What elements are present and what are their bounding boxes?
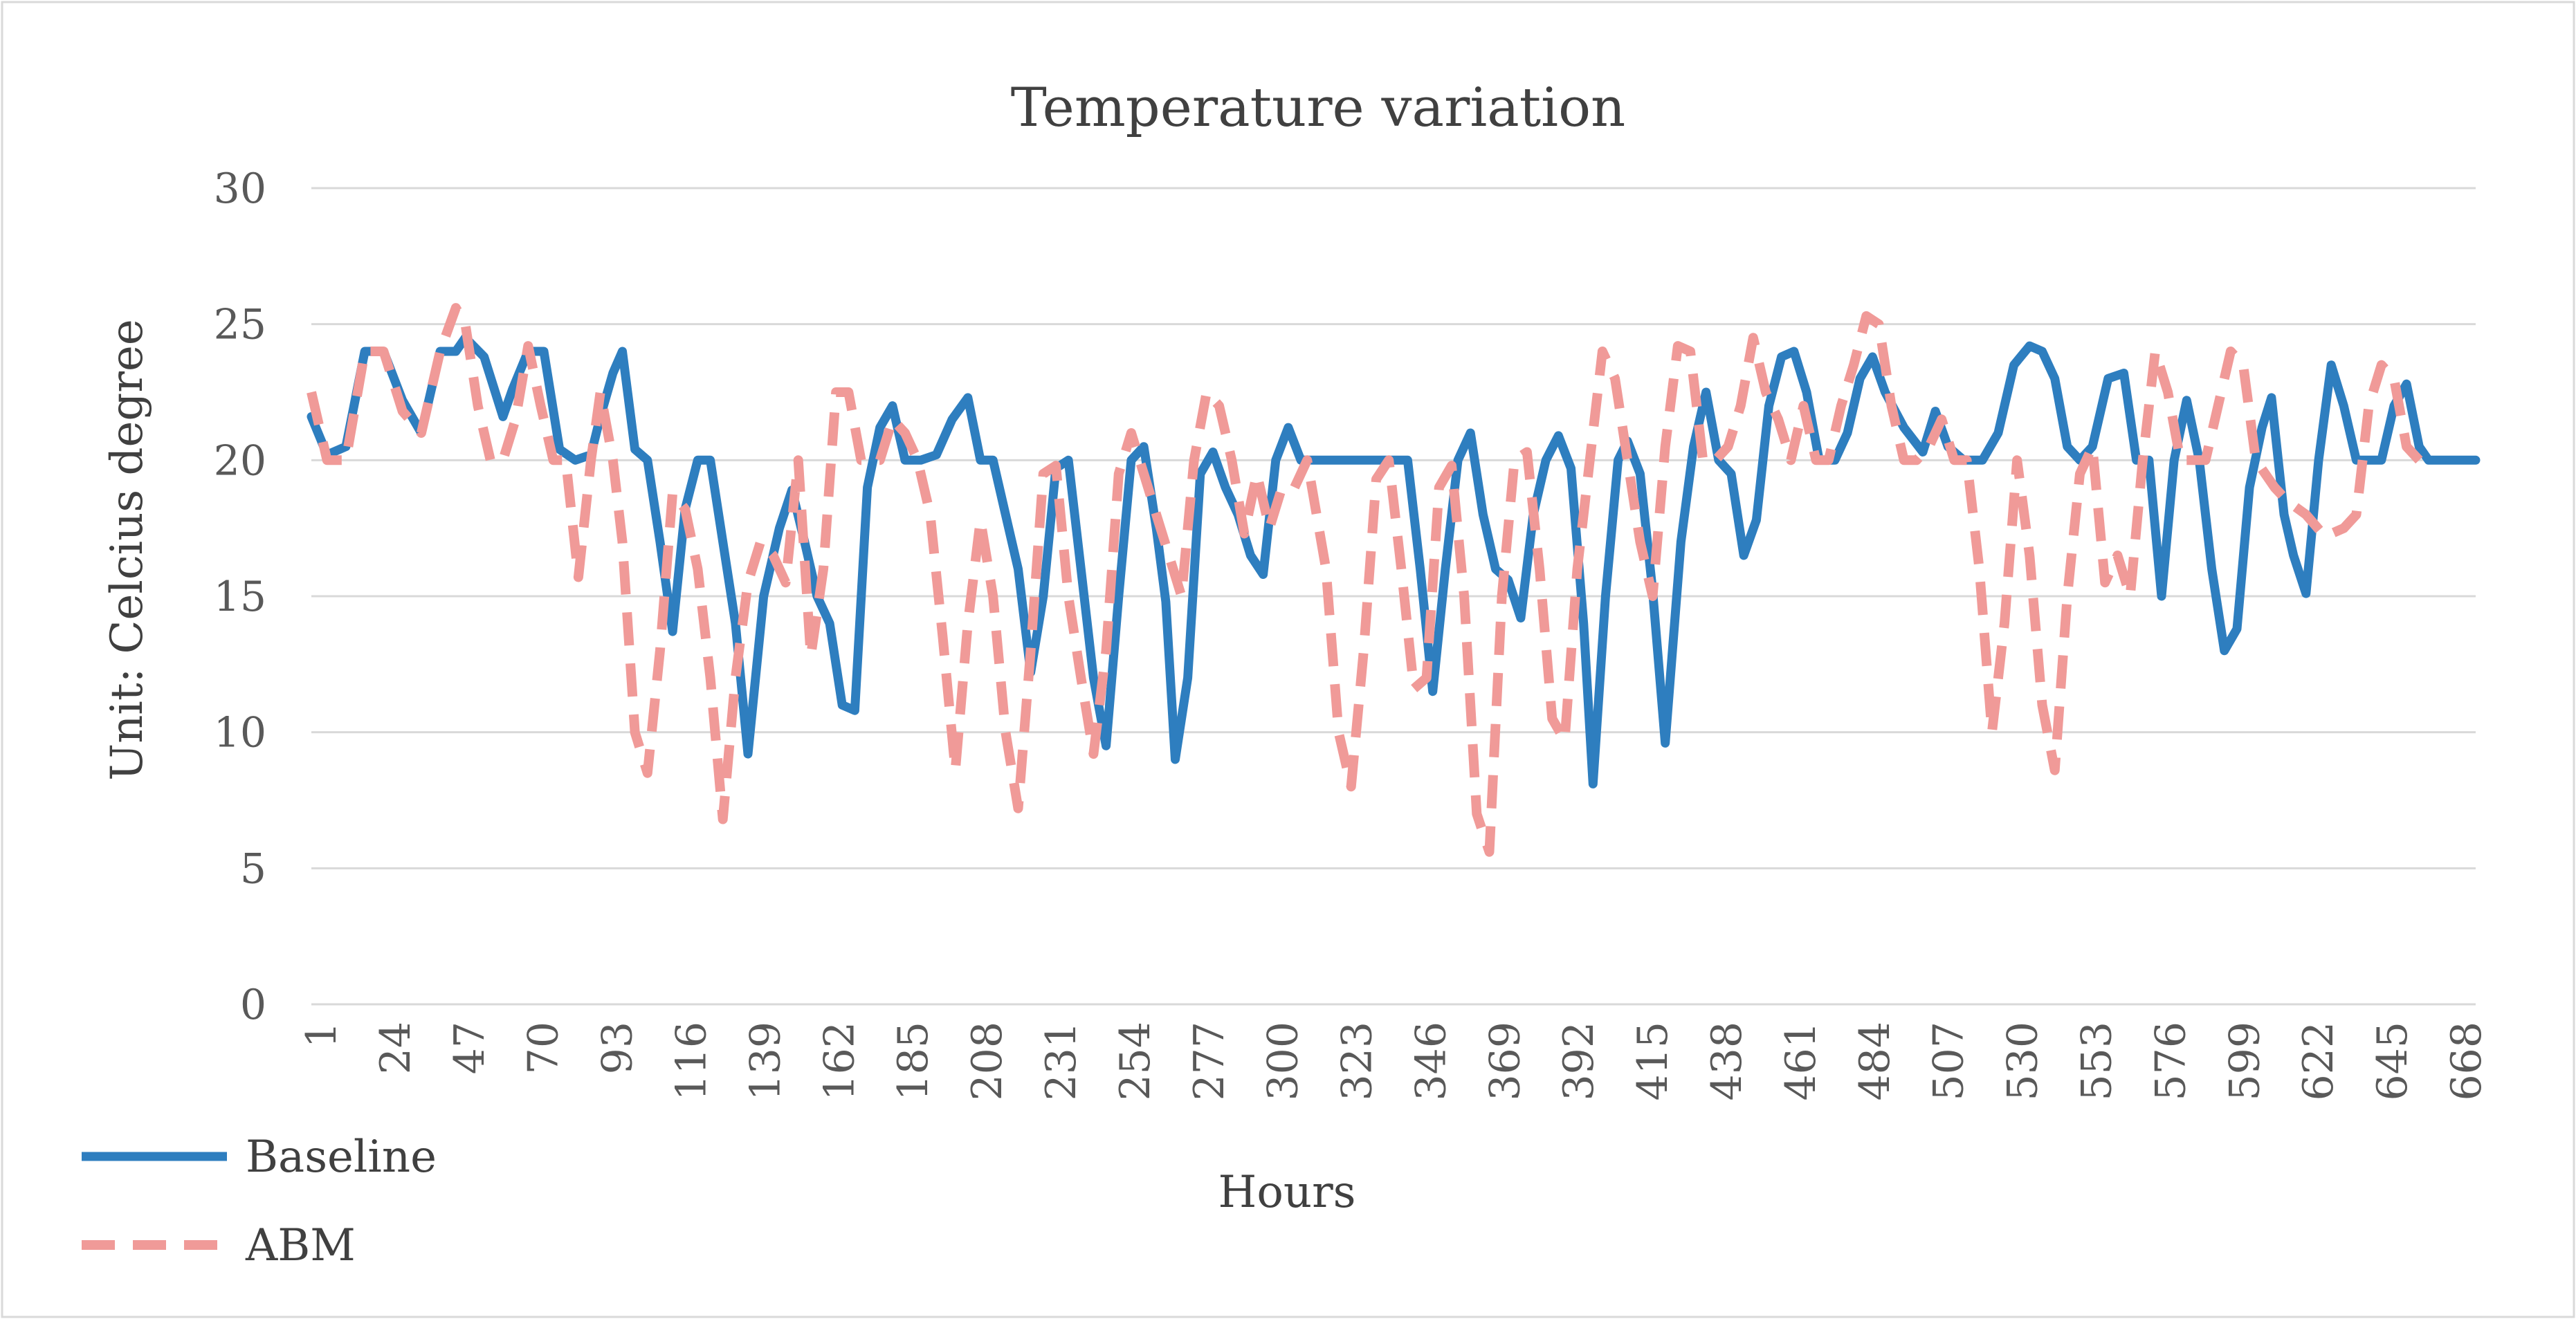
x-axis-ticks: 1 24 47 70 93 116 139 162 185 208 231 254 277 300 323 3… bbox=[298, 1022, 2491, 1101]
x-tick-label: 47 bbox=[446, 1022, 494, 1074]
y-axis-label: Unit: Celcius degree bbox=[102, 319, 153, 780]
x-tick-label: 530 bbox=[1999, 1022, 2047, 1101]
x-tick-label: 599 bbox=[2220, 1022, 2269, 1101]
x-tick-label: 484 bbox=[1851, 1022, 1899, 1101]
series-lines bbox=[307, 303, 2481, 857]
x-tick-label: 392 bbox=[1555, 1022, 1603, 1101]
y-tick-label: 10 bbox=[214, 709, 266, 757]
x-tick-label: 162 bbox=[815, 1022, 864, 1101]
x-tick-label: 231 bbox=[1037, 1022, 1086, 1101]
x-tick-label: 576 bbox=[2146, 1022, 2195, 1101]
x-tick-label: 645 bbox=[2368, 1022, 2417, 1101]
x-tick-label: 553 bbox=[2073, 1022, 2121, 1101]
x-tick-label: 415 bbox=[1629, 1022, 1677, 1101]
x-tick-label: 254 bbox=[1111, 1022, 1160, 1101]
x-tick-label: 24 bbox=[372, 1022, 420, 1074]
x-tick-label: 208 bbox=[963, 1022, 1012, 1101]
x-axis-label: Hours bbox=[1218, 1167, 1356, 1218]
x-tick-label: 116 bbox=[668, 1022, 716, 1101]
x-tick-label: 1 bbox=[298, 1022, 346, 1048]
x-tick-label: 70 bbox=[520, 1022, 568, 1074]
y-tick-label: 5 bbox=[240, 845, 266, 893]
y-tick-label: 30 bbox=[214, 165, 266, 213]
x-tick-label: 323 bbox=[1333, 1022, 1382, 1101]
y-tick-label: 25 bbox=[214, 301, 266, 349]
x-tick-label: 438 bbox=[1703, 1022, 1751, 1101]
legend-label-abm: ABM bbox=[245, 1220, 356, 1271]
x-tick-label: 346 bbox=[1407, 1022, 1455, 1101]
x-tick-label: 507 bbox=[1925, 1022, 1973, 1101]
x-tick-label: 622 bbox=[2294, 1022, 2343, 1101]
x-tick-label: 277 bbox=[1185, 1022, 1234, 1101]
y-tick-label: 0 bbox=[240, 981, 266, 1029]
x-tick-label: 139 bbox=[741, 1022, 789, 1101]
y-tick-label: 15 bbox=[214, 573, 266, 621]
x-tick-label: 369 bbox=[1481, 1022, 1529, 1101]
x-tick-label: 93 bbox=[594, 1022, 642, 1074]
x-tick-label: 668 bbox=[2442, 1022, 2491, 1101]
x-tick-label: 461 bbox=[1777, 1022, 1825, 1101]
legend: Baseline ABM bbox=[82, 1132, 437, 1271]
y-axis-ticks: 0 5 10 15 20 25 30 bbox=[214, 165, 266, 1029]
x-tick-label: 185 bbox=[889, 1022, 938, 1101]
y-tick-label: 20 bbox=[214, 436, 266, 485]
chart-title: Temperature variation bbox=[1011, 77, 1626, 139]
x-tick-label: 300 bbox=[1259, 1022, 1308, 1101]
legend-label-baseline: Baseline bbox=[246, 1132, 437, 1183]
series-line-abm bbox=[307, 303, 2423, 857]
